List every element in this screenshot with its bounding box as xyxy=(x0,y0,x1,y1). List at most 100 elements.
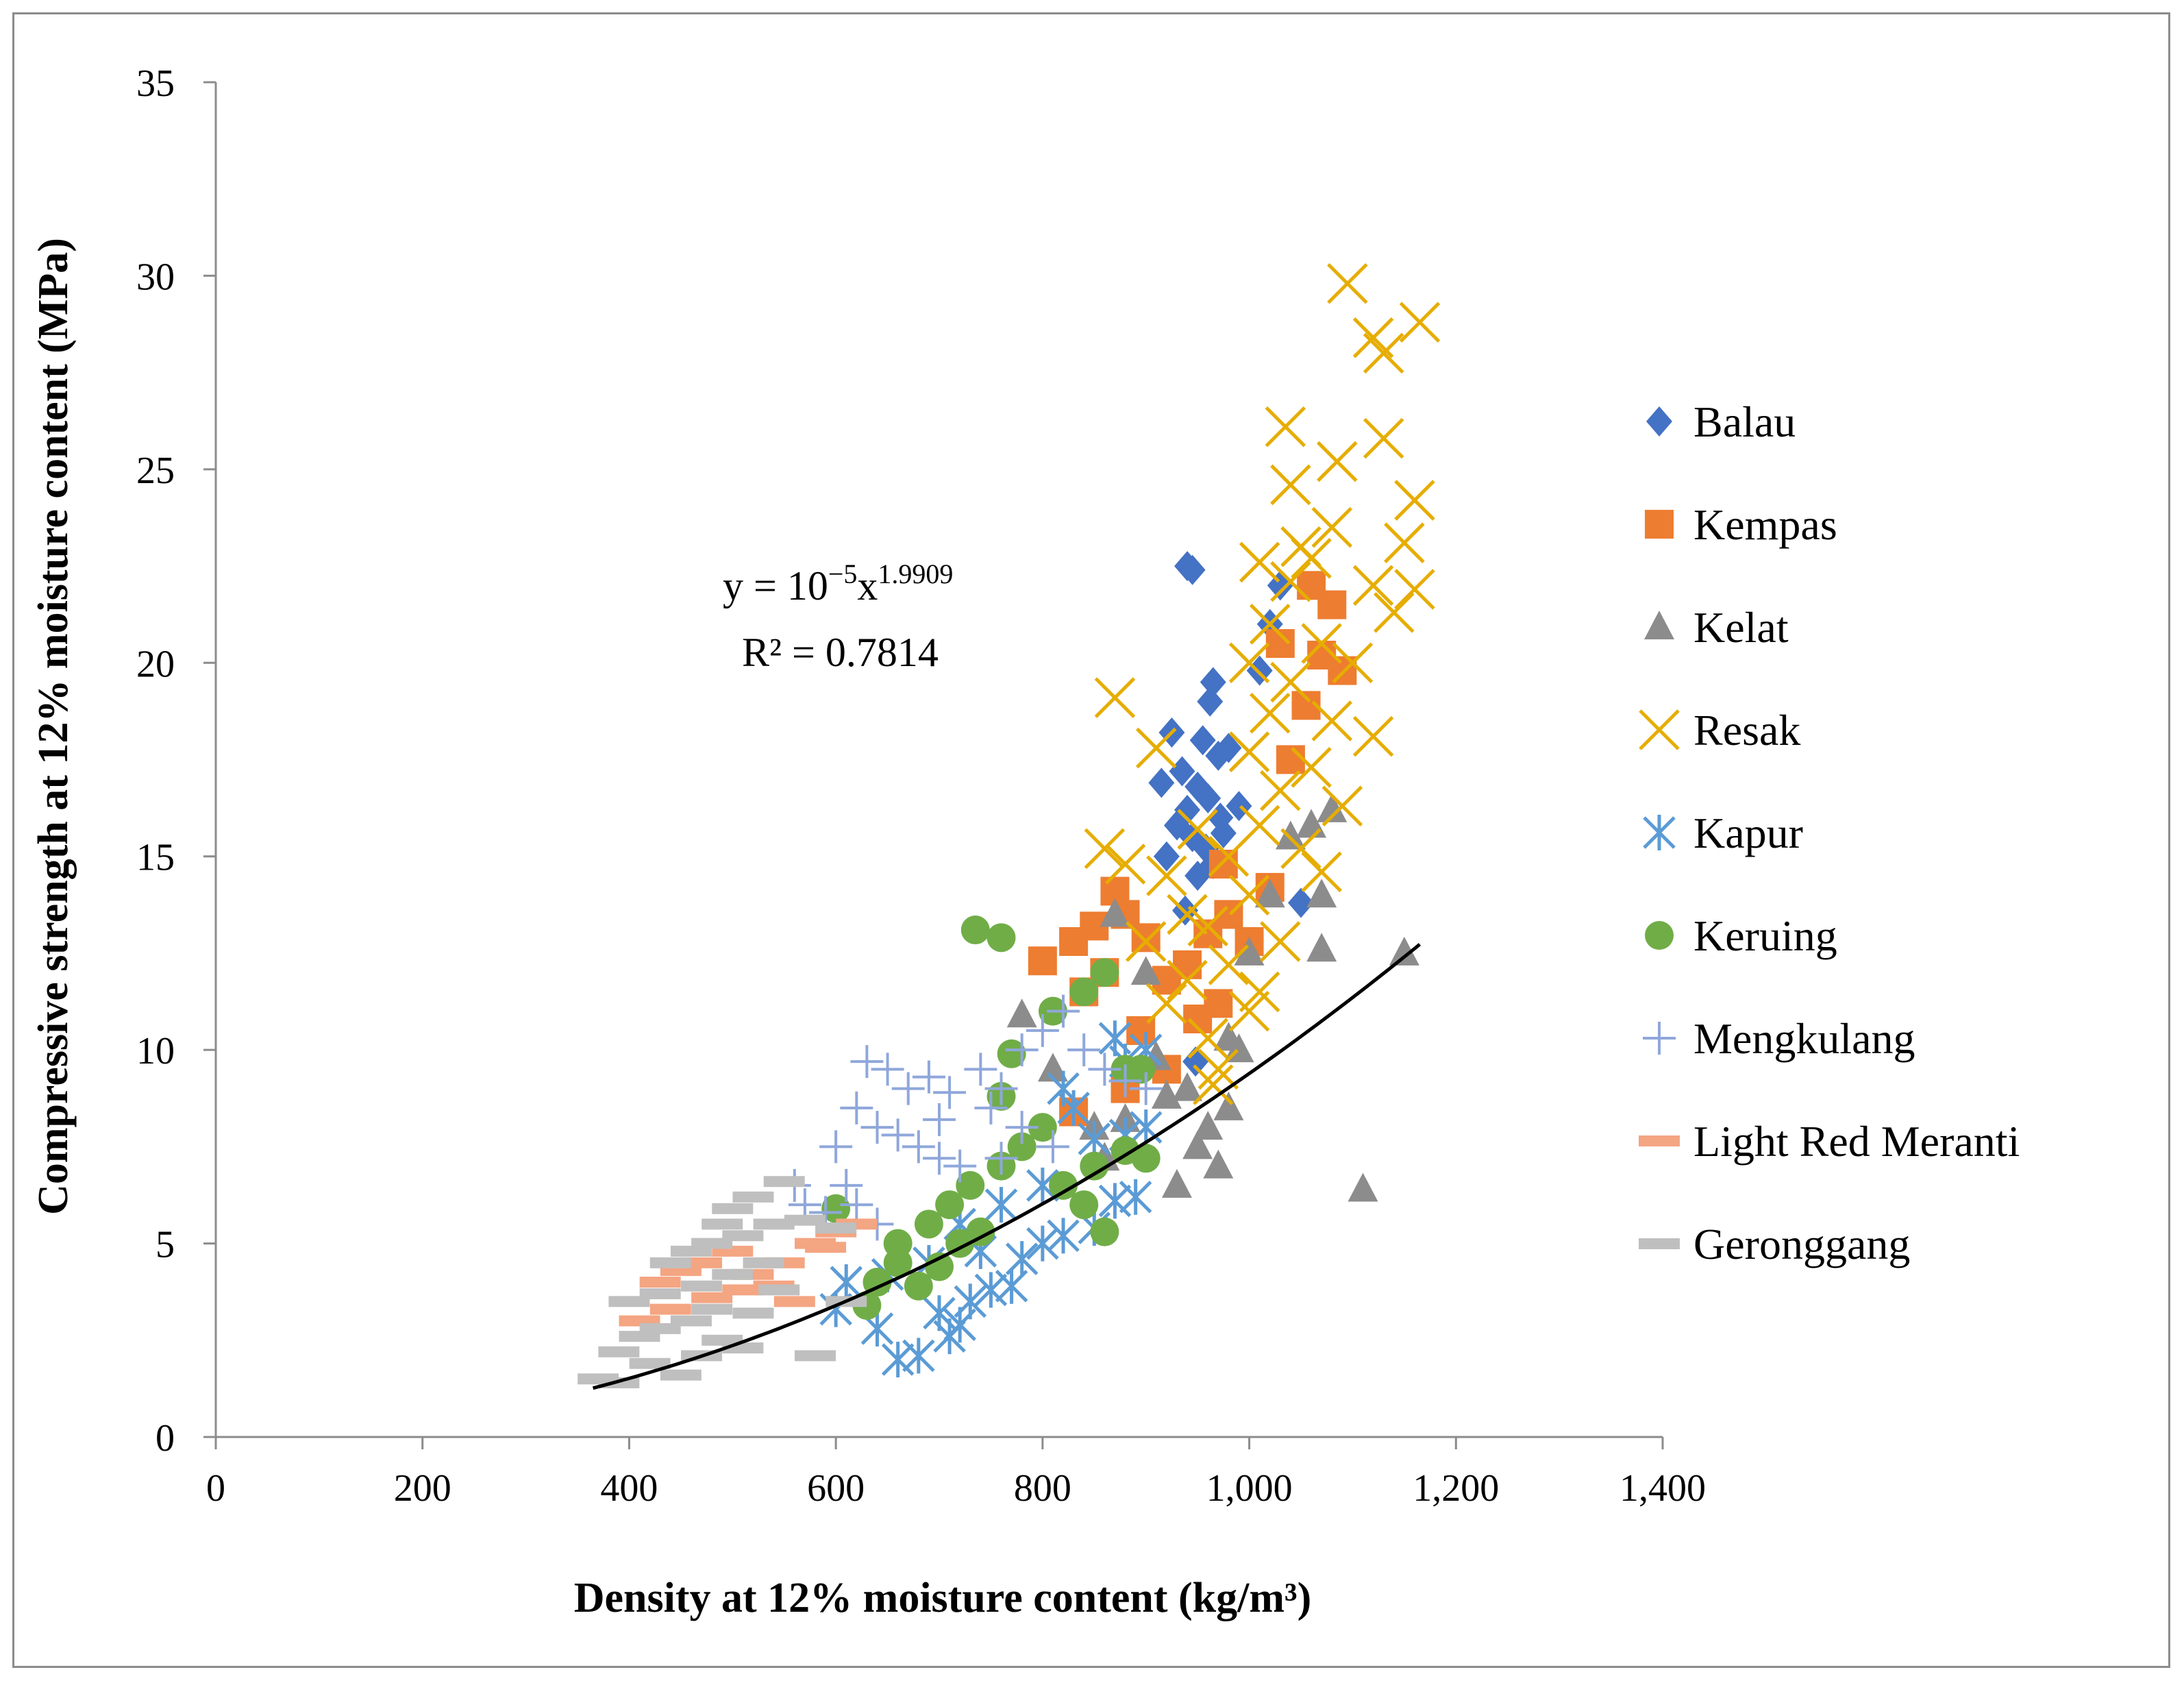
data-point xyxy=(1187,905,1228,947)
trend-equation: y = 10−5x1.9909 xyxy=(723,558,953,609)
y-tick-label: 15 xyxy=(136,837,175,879)
data-point xyxy=(935,1190,965,1220)
x-tick-label: 1,200 xyxy=(1413,1467,1499,1510)
data-point xyxy=(1090,958,1119,987)
data-point xyxy=(1204,989,1233,1018)
data-point xyxy=(1049,1170,1078,1200)
data-point xyxy=(1119,1179,1152,1215)
trendline xyxy=(592,943,1422,1390)
data-point xyxy=(1007,1132,1037,1162)
data-point xyxy=(850,1045,884,1079)
legend-marker xyxy=(1645,510,1674,539)
data-point xyxy=(902,1130,935,1164)
data-point xyxy=(691,1303,733,1315)
data-point xyxy=(1129,1072,1163,1105)
data-point xyxy=(722,1230,764,1242)
axes xyxy=(214,82,1663,1438)
data-point xyxy=(1069,1190,1099,1220)
data-point xyxy=(1167,894,1208,935)
data-point xyxy=(1193,1064,1234,1105)
data-point xyxy=(670,1315,712,1327)
data-point xyxy=(1047,1218,1080,1254)
data-point xyxy=(923,1142,956,1175)
x-tick-label: 600 xyxy=(807,1467,865,1510)
series-mengkulang xyxy=(778,994,1163,1241)
data-point xyxy=(1125,921,1167,962)
y-tick-label: 20 xyxy=(136,643,175,685)
data-point xyxy=(1275,820,1306,850)
y-tick-label: 10 xyxy=(136,1030,175,1072)
data-point xyxy=(1100,898,1130,927)
legend-marker xyxy=(1645,921,1674,950)
data-point xyxy=(1069,977,1099,1007)
data-point xyxy=(914,1209,943,1239)
data-point xyxy=(773,1296,815,1307)
data-point xyxy=(1291,747,1332,788)
legend: Balau Kempas Kelat Resak Kapur Keruing Mengkul… xyxy=(1639,397,2020,1268)
data-point xyxy=(702,1218,743,1230)
data-point xyxy=(1182,1130,1213,1159)
legend-marker xyxy=(1643,815,1676,850)
data-point xyxy=(1348,1172,1378,1202)
x-tick-label: 200 xyxy=(394,1467,451,1510)
data-point xyxy=(1026,1225,1059,1262)
data-point xyxy=(984,1187,1018,1223)
data-point xyxy=(681,1280,723,1292)
data-point xyxy=(1047,1070,1080,1107)
series-resak xyxy=(1084,262,1441,1105)
y-tick-label: 35 xyxy=(136,62,175,105)
data-point xyxy=(1036,1130,1069,1164)
data-point xyxy=(1172,1072,1203,1101)
data-point xyxy=(1260,921,1301,962)
data-point xyxy=(794,1350,836,1362)
data-point xyxy=(1195,783,1221,813)
data-point xyxy=(1228,642,1270,684)
data-point xyxy=(1374,592,1415,633)
data-point xyxy=(1239,541,1280,583)
data-point xyxy=(1098,1020,1132,1057)
data-point xyxy=(974,1091,1008,1125)
ticks: 0 200 400 600 800 1,000 1,200 1,400 0 5 10 15 20 25 30… xyxy=(136,62,1706,1510)
chart-frame xyxy=(12,12,2170,1668)
data-point xyxy=(1006,998,1037,1028)
data-point xyxy=(681,1257,723,1268)
data-point xyxy=(1037,1053,1068,1082)
data-point xyxy=(1389,936,1419,966)
data-point xyxy=(1088,1053,1121,1086)
legend-marker xyxy=(1644,611,1674,639)
data-point xyxy=(1104,844,1146,885)
data-point xyxy=(1288,887,1314,918)
data-point xyxy=(1136,727,1177,769)
data-point xyxy=(639,1323,681,1334)
data-point xyxy=(821,1194,851,1223)
data-point xyxy=(639,1288,681,1300)
data-point xyxy=(712,1268,754,1280)
data-point xyxy=(1084,828,1126,870)
data-point xyxy=(1098,1183,1132,1219)
data-point xyxy=(840,1091,873,1125)
data-point xyxy=(956,1170,985,1200)
data-point xyxy=(722,1284,764,1296)
trend-equation-exp2: 1.9909 xyxy=(878,558,953,589)
legend-marker xyxy=(1643,1022,1676,1055)
x-tick-label: 800 xyxy=(1014,1467,1071,1510)
data-point xyxy=(1311,700,1353,741)
legend-label: Kempas xyxy=(1693,500,1837,549)
data-point xyxy=(1200,667,1226,698)
data-point xyxy=(1184,860,1211,891)
data-point xyxy=(743,1257,784,1268)
legend-label: Kapur xyxy=(1693,809,1803,857)
data-point xyxy=(819,1130,853,1164)
data-point xyxy=(1090,1217,1119,1246)
data-point xyxy=(1317,793,1348,822)
data-point xyxy=(1265,406,1306,447)
data-point xyxy=(1213,1022,1244,1051)
data-point xyxy=(1094,677,1136,718)
data-point xyxy=(923,1295,956,1331)
data-point xyxy=(902,1338,935,1374)
x-tick-label: 0 xyxy=(206,1467,225,1510)
legend-label: Mengkulang xyxy=(1693,1014,1915,1063)
data-point xyxy=(1363,417,1404,459)
data-point xyxy=(608,1296,650,1307)
data-point xyxy=(1363,332,1404,374)
